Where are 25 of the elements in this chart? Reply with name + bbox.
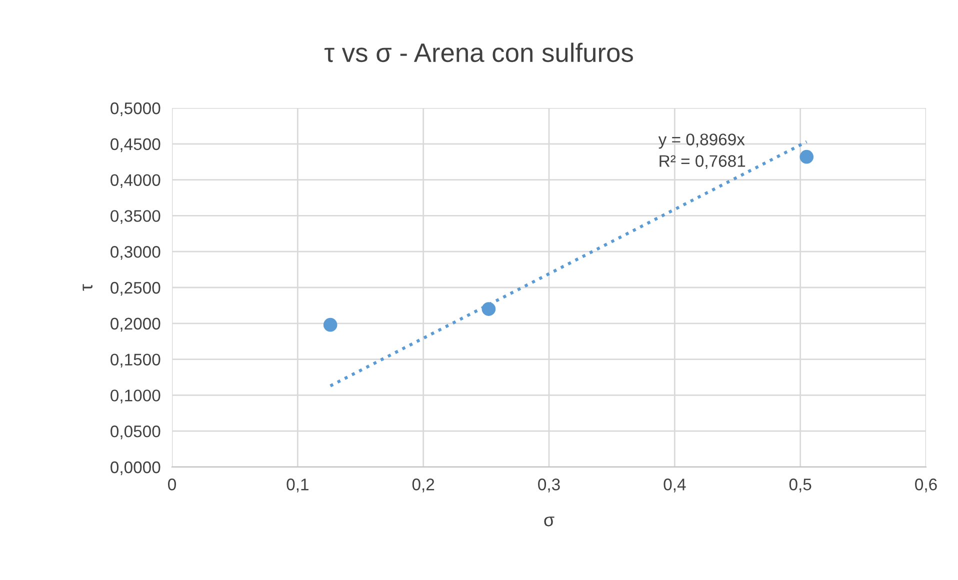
x-axis-title: σ — [544, 516, 554, 526]
y-tick-label: 0,2500 — [110, 282, 160, 296]
y-tick-label: 0,5000 — [110, 102, 160, 116]
x-tick-label: 0,2 — [412, 478, 434, 492]
y-tick-label: 0,2000 — [110, 318, 160, 332]
y-tick-label: 0,3500 — [110, 210, 160, 224]
chart-title: τ vs σ - Arena con sulfuros — [324, 42, 633, 62]
y-tick-label: 0,1000 — [110, 390, 160, 404]
point — [800, 150, 814, 164]
y-tick-label: 0,0500 — [110, 426, 160, 440]
x-tick-label: 0,3 — [538, 478, 560, 492]
annotation: y = 0,8969x R² = 0,7681 — [658, 134, 746, 169]
point — [482, 302, 496, 316]
point — [323, 318, 338, 332]
x-tick-label: 0,6 — [915, 478, 937, 492]
y-tick-label: 0,1500 — [110, 354, 160, 368]
y-tick-label: 0,0000 — [110, 461, 160, 476]
y-tick-label: 0,4000 — [110, 174, 160, 188]
y-tick-label: 0,4500 — [110, 138, 160, 152]
y-tick-label: 0,3000 — [110, 246, 160, 260]
y-axis-title: τ — [82, 284, 92, 291]
x-tick-label: 0 — [168, 478, 176, 490]
x-tick-label: 0,4 — [664, 478, 686, 492]
x-tick-label: 0,1 — [286, 478, 308, 492]
x-tick-label: 0,5 — [789, 478, 812, 492]
